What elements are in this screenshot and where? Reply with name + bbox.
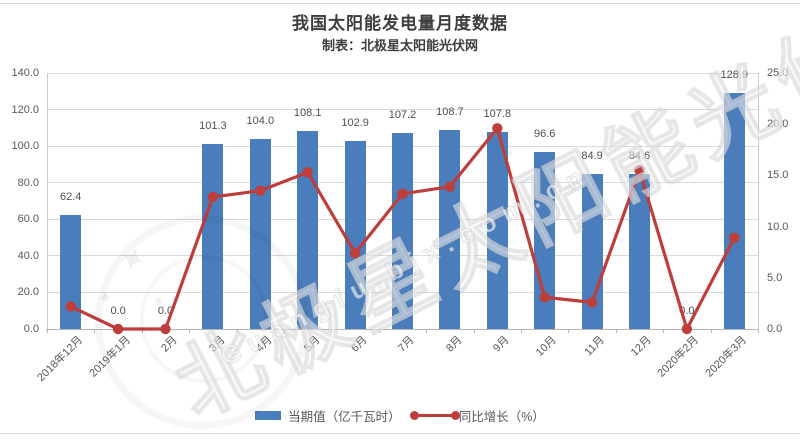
x-axis-tick-label: 12月 — [629, 334, 654, 359]
bar — [486, 131, 508, 329]
watermark-star-icon: ✦ — [112, 236, 152, 284]
x-axis-tickmark — [758, 329, 759, 333]
bar — [392, 132, 413, 329]
x-axis-tickmark — [47, 329, 48, 333]
x-axis-tick-label: 2020年2月 — [655, 334, 702, 380]
legend: 当期值（亿千瓦时） 同比增长（%） — [0, 404, 800, 426]
legend-label: 同比增长（%） — [458, 409, 545, 424]
bar — [202, 143, 224, 329]
x-axis-tick-label: 2018年12月 — [35, 334, 86, 385]
bar — [60, 214, 82, 329]
bar-data-label: 104.0 — [246, 114, 275, 127]
x-axis-tickmark — [521, 329, 522, 333]
y-axis-tick-label-right: 25.0 — [767, 67, 789, 79]
y-axis-tick-label-right: 20.0 — [767, 118, 789, 131]
bar-data-label: 62.4 — [59, 190, 82, 203]
legend-item: 同比增长（%） — [409, 406, 545, 425]
chart-title: 我国太阳能发电量月度数据 — [292, 14, 508, 33]
bar-data-label: 0.0 — [157, 305, 174, 317]
y-axis-tick-label-right: 10.0 — [767, 220, 789, 233]
bar — [439, 130, 461, 329]
x-axis-tickmark — [710, 329, 712, 333]
y-axis-tick-label-left: 60.0 — [17, 213, 39, 226]
bar-data-label: 0.0 — [679, 305, 695, 317]
bar-data-label: 108.1 — [293, 107, 322, 120]
x-axis-tick-label: 8月 — [443, 334, 465, 355]
bar-data-label: 107.8 — [483, 107, 512, 120]
bar — [629, 174, 650, 329]
y-axis-tick-label-right: 15.0 — [767, 169, 789, 182]
y-axis-tick-label-right: 0.0 — [767, 323, 783, 335]
x-axis-tick-label: 2019年1月 — [86, 334, 133, 380]
legend-line-dot — [409, 410, 419, 420]
bar — [723, 93, 745, 329]
y-axis-line-left — [47, 73, 48, 329]
y-axis-tick-label-left: 20.0 — [17, 286, 39, 299]
bar-data-label: 84.6 — [628, 150, 651, 163]
legend-item: 当期值（亿千瓦时） — [255, 406, 401, 425]
x-axis-tickmark — [568, 329, 570, 333]
x-axis-tick-label: 10月 — [534, 334, 560, 359]
x-axis-tickmark — [615, 329, 617, 333]
legend-line-swatch — [409, 410, 460, 420]
x-axis-tick-label: 7月 — [396, 334, 417, 355]
bar-data-label: 96.6 — [533, 128, 556, 141]
bar — [249, 138, 271, 329]
x-axis-tickmark — [331, 329, 333, 333]
bar — [534, 152, 556, 329]
y-axis-line-right — [758, 73, 759, 329]
y-axis-tick-label-right: 5.0 — [767, 271, 783, 284]
x-axis-tickmark — [189, 329, 191, 333]
x-axis-tick-label: 11月 — [582, 334, 607, 359]
x-axis-line — [46, 329, 759, 330]
x-axis-tickmark — [663, 329, 665, 333]
bar — [344, 140, 366, 329]
x-axis-tick-label: 4月 — [254, 334, 275, 355]
y-axis-tick-label-left: 0.0 — [23, 323, 39, 335]
x-axis-tickmark — [378, 329, 380, 333]
legend-label: 当期值（亿千瓦时） — [288, 409, 401, 424]
x-axis-tick-label: 9月 — [491, 334, 512, 355]
legend-line-dot — [450, 410, 460, 420]
bar-data-label: 128.9 — [720, 69, 749, 82]
y-axis-tick-label-left: 80.0 — [17, 176, 39, 189]
x-axis-tick-label: 6月 — [349, 334, 370, 355]
gridline — [47, 109, 758, 111]
x-axis-tickmark — [236, 329, 238, 333]
x-axis-tickmark — [94, 329, 96, 333]
x-axis-tick-label: 2月 — [159, 334, 180, 355]
gridline — [47, 72, 758, 74]
bar-data-label: 107.2 — [388, 108, 417, 121]
bar — [581, 173, 603, 329]
x-axis-tick-label: 5月 — [301, 334, 323, 355]
x-axis-tick-label: 2020年3月 — [703, 334, 749, 380]
y-axis-tick-label-left: 100.0 — [11, 140, 39, 153]
bar — [297, 131, 319, 329]
x-axis-tickmark — [284, 329, 285, 333]
chart-subtitle: 制表：北极星太阳能光伏网 — [321, 38, 478, 53]
x-axis-tickmark — [426, 329, 428, 333]
y-axis-tick-label-left: 140.0 — [11, 67, 39, 79]
bar-data-label: 108.7 — [436, 106, 464, 119]
bar-data-label: 102.9 — [341, 116, 369, 129]
x-axis-tickmark — [141, 329, 143, 333]
bottom-divider — [0, 433, 800, 434]
top-divider — [0, 3, 800, 4]
y-axis-tick-label-left: 120.0 — [11, 103, 39, 116]
x-axis-tick-label: 3月 — [206, 334, 228, 355]
y-axis-tick-label-left: 40.0 — [17, 249, 39, 262]
x-axis-tickmark — [473, 329, 475, 333]
legend-bar-swatch — [255, 410, 282, 420]
